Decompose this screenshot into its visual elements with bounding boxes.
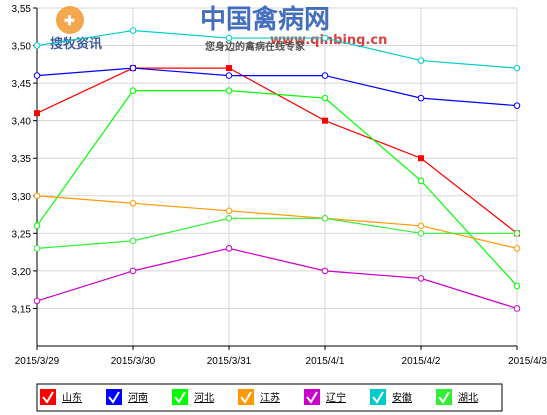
data-point xyxy=(321,34,329,42)
y-tick-label: 3,40 xyxy=(12,117,32,128)
series-line xyxy=(36,90,518,287)
data-point xyxy=(321,94,329,102)
data-point xyxy=(417,222,425,230)
x-tick-label: 2015/3/31 xyxy=(207,356,252,367)
checkmark-icon xyxy=(438,391,450,404)
data-point xyxy=(33,297,41,305)
data-point xyxy=(321,215,329,222)
series-line xyxy=(36,247,518,310)
data-point xyxy=(225,215,233,222)
legend-label: 山东 xyxy=(62,391,82,404)
data-point xyxy=(417,177,425,185)
y-tick-label: 3,50 xyxy=(12,42,32,53)
data-point xyxy=(129,267,137,275)
data-point xyxy=(513,102,521,109)
site-slogan: 您身边的禽病在线专家 xyxy=(205,40,306,53)
data-point xyxy=(417,230,425,237)
y-tick-label: 3,55 xyxy=(12,4,32,15)
checkmark-icon xyxy=(372,391,384,404)
logo-cross-icon: ✚ xyxy=(64,14,75,29)
legend-swatch xyxy=(106,389,122,405)
data-point xyxy=(225,87,233,94)
legend-swatch xyxy=(40,389,56,405)
site-name: 中国禽病网 xyxy=(200,4,330,35)
data-point xyxy=(321,267,329,275)
legend-label: 湖北 xyxy=(458,392,478,404)
checkmark-icon xyxy=(240,391,252,404)
data-point xyxy=(513,245,521,252)
logo-text: 搜牧资讯 xyxy=(50,36,102,52)
data-point xyxy=(513,64,521,72)
site-url: www.qinbing.cn xyxy=(270,33,387,48)
data-point xyxy=(513,282,521,290)
data-point xyxy=(322,117,328,124)
series-line xyxy=(36,29,518,69)
data-point xyxy=(225,245,233,252)
series-line xyxy=(36,67,518,107)
data-point xyxy=(33,72,41,79)
data-point xyxy=(33,192,41,200)
y-tick-label: 3,45 xyxy=(12,79,32,90)
data-point xyxy=(225,72,233,79)
y-tick-label: 3,25 xyxy=(12,229,32,240)
legend-swatch xyxy=(370,389,386,405)
legend-label: 辽宁 xyxy=(326,391,346,404)
series-line xyxy=(36,195,518,249)
legend-swatch xyxy=(172,389,188,405)
data-point xyxy=(33,222,41,230)
x-tick-label: 2015/3/29 xyxy=(15,356,60,367)
y-tick-label: 3,15 xyxy=(12,304,32,315)
data-point xyxy=(129,87,137,94)
y-tick-label: 3,20 xyxy=(12,267,32,278)
legend-swatch xyxy=(436,389,452,405)
data-point xyxy=(418,155,424,162)
series-line xyxy=(36,217,517,249)
data-point xyxy=(129,64,137,72)
axes: 3,15 3,20 3,25 3,30 3,35 3,40 3,45 3,50 3,55 2015… xyxy=(12,4,547,367)
x-tick-label: 2015/4/2 xyxy=(402,356,441,367)
grid-lines xyxy=(36,7,518,346)
data-point xyxy=(321,72,329,79)
series-line xyxy=(36,67,518,234)
watermark: ✚ 搜牧资讯 中国禽病网 www.qinbing.cn 您身边的禽病在线专家 xyxy=(50,4,387,53)
legend: 山东 河南 河北 江苏 辽宁 安徽 湖北 xyxy=(36,383,503,412)
data-point xyxy=(417,94,425,102)
x-tick-label: 2015/4/1 xyxy=(306,356,345,367)
legend-swatch xyxy=(238,389,254,405)
checkmark-icon xyxy=(42,391,54,404)
legend-box xyxy=(36,383,503,412)
data-point xyxy=(33,42,41,49)
y-tick-label: 3,35 xyxy=(12,154,32,165)
data-point xyxy=(225,207,233,215)
data-point xyxy=(417,275,425,282)
data-point xyxy=(129,199,137,207)
legend-label: 江苏 xyxy=(260,391,280,404)
data-point xyxy=(226,65,232,72)
data-point xyxy=(417,57,425,64)
x-tick-label: 2015/3/30 xyxy=(111,356,156,367)
data-point xyxy=(33,245,41,252)
checkmark-icon xyxy=(306,391,318,404)
legend-label: 河北 xyxy=(194,392,214,404)
checkmark-icon xyxy=(174,391,186,404)
data-point xyxy=(34,110,40,117)
x-tick-label: 2015/4/3 xyxy=(508,356,547,367)
data-point xyxy=(129,237,137,245)
checkmark-icon xyxy=(108,391,120,404)
series-lines xyxy=(33,27,521,312)
legend-label: 安徽 xyxy=(392,391,412,404)
data-point xyxy=(513,305,521,312)
legend-label: 河南 xyxy=(128,391,148,404)
logo-emblem xyxy=(56,6,84,34)
y-tick-label: 3,30 xyxy=(12,192,32,203)
legend-swatch xyxy=(304,389,320,405)
data-point xyxy=(129,27,137,34)
data-point xyxy=(225,34,233,42)
data-point xyxy=(513,230,521,237)
